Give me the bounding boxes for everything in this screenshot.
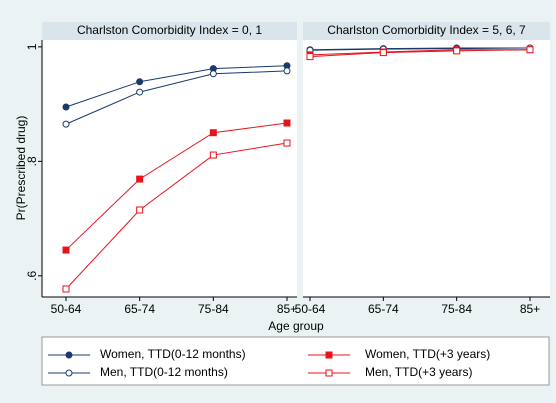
y-tick-label: .6 [25,270,39,280]
x-tick-label: 85+ [520,302,540,316]
legend-label: Men, TTD(0-12 months) [100,365,228,379]
series-line [65,122,288,251]
x-tick-label: 50-64 [51,302,82,316]
x-tick-label: 50-64 [295,302,326,316]
series-line [65,142,288,290]
x-tick-label: 75-84 [441,302,472,316]
point [453,47,461,55]
point [283,67,291,75]
x-axis-label: Age group [268,319,324,333]
y-tick-label: 1 [25,43,39,50]
legend-marker [65,369,73,377]
legend-label: Women, TTD(0-12 months) [100,347,246,361]
point [136,175,144,183]
point [136,88,144,96]
y-axis-label: Pr(Prescribed drug) [14,116,28,221]
x-tick-label: 85+ [277,302,297,316]
point [136,78,144,86]
x-tick-label: 65-74 [368,302,399,316]
legend-marker [325,351,333,359]
point [526,46,534,54]
point [62,120,70,128]
y-tick-label: .8 [25,156,39,166]
point [209,129,217,137]
point [209,70,217,78]
legend-box [41,336,550,386]
point [136,206,144,214]
point [306,53,314,61]
series-line [65,65,288,108]
point [62,246,70,254]
point [379,49,387,57]
point [62,285,70,293]
point [283,139,291,147]
plot-area [303,40,550,297]
legend-marker [65,351,73,359]
series-line [309,49,531,58]
point [62,103,70,111]
series-line [309,47,531,51]
panel-title: Charlston Comorbidity Index = 0, 1 [77,23,262,37]
legend-marker [325,369,333,377]
panel-header [42,22,297,40]
panel-title: Charlston Comorbidity Index = 5, 6, 7 [327,23,526,37]
panel-header [303,22,550,40]
legend-label: Women, TTD(+3 years) [365,347,490,361]
x-tick-label: 65-74 [124,302,155,316]
legend-label: Men, TTD(+3 years) [365,365,472,379]
x-tick-label: 75-84 [198,302,229,316]
series-line [309,49,530,56]
point [283,119,291,127]
point [209,151,217,159]
series-line [65,70,288,125]
plot-area [42,40,297,297]
